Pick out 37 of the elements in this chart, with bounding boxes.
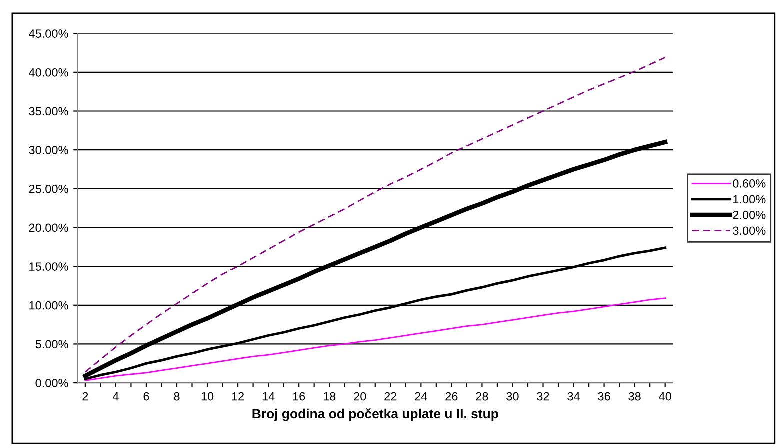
x-tick-label: 34 xyxy=(568,392,580,401)
x-tick-label: 32 xyxy=(537,392,550,401)
legend-label: 1.00% xyxy=(734,195,766,204)
x-tick-label: 30 xyxy=(506,392,519,401)
y-tick-label: 25.00% xyxy=(29,184,68,194)
x-tick-label: 2 xyxy=(82,392,88,401)
y-tick-label: 40.00% xyxy=(29,68,68,77)
x-tick-label: 12 xyxy=(232,392,244,401)
x-axis-title: Broj godina od početka uplate u II. stup xyxy=(252,408,498,422)
x-tick-label: 4 xyxy=(112,392,119,401)
y-tick-label: 20.00% xyxy=(29,224,68,232)
y-tick-label: 5.00% xyxy=(36,340,68,349)
y-tick-label: 30.00% xyxy=(29,146,68,154)
x-tick-label: 14 xyxy=(262,392,275,401)
legend-label: 2.00% xyxy=(733,210,766,220)
x-tick-label: 10 xyxy=(202,392,214,401)
x-tick-label: 8 xyxy=(174,392,180,401)
line-series xyxy=(84,56,666,373)
x-tick-label: 16 xyxy=(293,392,306,401)
y-tick-label: 0.00% xyxy=(36,379,68,388)
y-tick-label: 35.00% xyxy=(29,107,68,116)
legend-label: 3.00% xyxy=(733,226,766,236)
x-tick-label: 26 xyxy=(446,392,458,401)
y-tick-label: 15.00% xyxy=(30,262,68,271)
x-tick-label: 6 xyxy=(144,392,150,401)
x-tick-label: 28 xyxy=(476,392,488,401)
legend-label: 0.60% xyxy=(733,180,766,188)
line-series xyxy=(84,298,666,382)
y-tick-label: 45.00% xyxy=(29,30,68,38)
y-tick-label: 10.00% xyxy=(30,301,68,310)
x-tick-label: 22 xyxy=(384,392,397,401)
x-tick-label: 40 xyxy=(659,392,672,401)
x-tick-label: 36 xyxy=(598,392,610,401)
x-tick-label: 38 xyxy=(628,392,641,401)
x-tick-label: 20 xyxy=(354,392,366,401)
x-tick-label: 18 xyxy=(324,392,336,401)
x-tick-label: 24 xyxy=(415,392,428,401)
